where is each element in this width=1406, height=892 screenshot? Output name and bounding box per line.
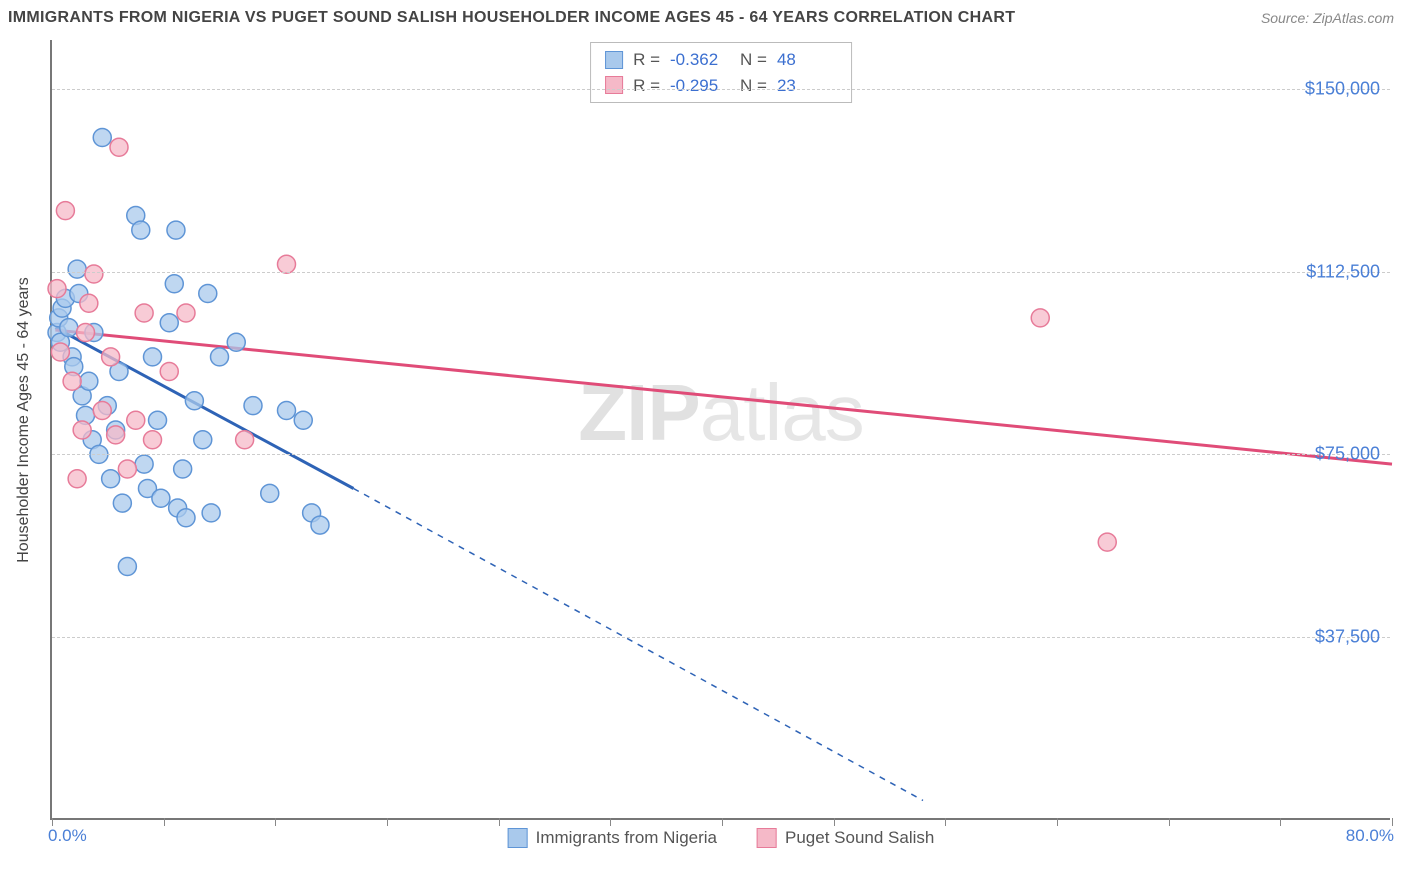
chart-source: Source: ZipAtlas.com [1261,10,1394,26]
data-point [135,304,153,322]
trend-line-dashed [354,489,924,801]
data-point [118,558,136,576]
data-point [93,402,111,420]
x-tick [945,818,946,826]
y-tick-label: $112,500 [1306,261,1380,282]
data-point [48,280,66,298]
data-point [135,455,153,473]
x-tick [1280,818,1281,826]
data-point [149,411,167,429]
data-point [73,421,91,439]
legend-label-0: Immigrants from Nigeria [536,828,717,848]
data-point [177,509,195,527]
data-point [185,392,203,410]
x-axis-end-label: 80.0% [1346,826,1394,846]
data-point [144,348,162,366]
x-tick [275,818,276,826]
legend-item-0: Immigrants from Nigeria [508,828,717,848]
legend-swatch-1 [757,828,777,848]
legend-label-1: Puget Sound Salish [785,828,934,848]
data-point [77,324,95,342]
data-point [202,504,220,522]
x-tick [164,818,165,826]
data-point [102,348,120,366]
data-point [199,285,217,303]
data-point [236,431,254,449]
data-point [294,411,312,429]
x-tick [1392,818,1393,826]
y-axis-label: Householder Income Ages 45 - 64 years [15,277,33,563]
data-point [93,129,111,147]
x-tick [52,818,53,826]
x-tick [499,818,500,826]
data-point [160,314,178,332]
data-point [160,363,178,381]
data-point [102,470,120,488]
legend-swatch-0 [508,828,528,848]
data-point [68,260,86,278]
data-point [194,431,212,449]
gridline-h [52,454,1390,455]
x-tick [834,818,835,826]
data-point [261,484,279,502]
data-point [152,489,170,507]
data-point [211,348,229,366]
data-point [56,202,74,220]
data-point [85,265,103,283]
gridline-h [52,89,1390,90]
chart-title: IMMIGRANTS FROM NIGERIA VS PUGET SOUND S… [8,9,1015,27]
legend-bottom: Immigrants from Nigeria Puget Sound Sali… [508,828,935,848]
gridline-h [52,272,1390,273]
data-point [278,255,296,273]
x-tick [1169,818,1170,826]
data-point [165,275,183,293]
stats-row-0: R = -0.362 N = 48 [605,47,837,73]
data-point [118,460,136,478]
stats-n-1: 23 [777,73,837,99]
data-point [244,397,262,415]
data-point [144,431,162,449]
stats-swatch-0 [605,51,623,69]
data-point [80,372,98,390]
stats-row-1: R = -0.295 N = 23 [605,73,837,99]
data-point [113,494,131,512]
x-axis-start-label: 0.0% [48,826,87,846]
data-point [51,343,69,361]
stats-r-0: -0.362 [670,47,730,73]
data-point [60,319,78,337]
data-point [174,460,192,478]
x-tick [387,818,388,826]
y-tick-label: $150,000 [1305,78,1380,99]
stats-r-1: -0.295 [670,73,730,99]
data-point [80,294,98,312]
legend-item-1: Puget Sound Salish [757,828,934,848]
data-point [63,372,81,390]
plot-area: ZIPatlas R = -0.362 N = 48 R = -0.295 N … [50,40,1390,820]
data-point [227,333,245,351]
y-tick-label: $75,000 [1315,444,1380,465]
data-point [1098,533,1116,551]
data-point [127,411,145,429]
y-tick-label: $37,500 [1315,627,1380,648]
data-point [68,470,86,488]
stats-n-0: 48 [777,47,837,73]
x-tick [610,818,611,826]
data-point [107,426,125,444]
x-tick [1057,818,1058,826]
gridline-h [52,637,1390,638]
data-point [1031,309,1049,327]
stats-legend-box: R = -0.362 N = 48 R = -0.295 N = 23 [590,42,852,103]
data-point [110,138,128,156]
stats-swatch-1 [605,76,623,94]
data-point [278,402,296,420]
data-point [177,304,195,322]
chart-svg [52,40,1390,818]
x-tick [722,818,723,826]
data-point [311,516,329,534]
data-point [167,221,185,239]
data-point [132,221,150,239]
